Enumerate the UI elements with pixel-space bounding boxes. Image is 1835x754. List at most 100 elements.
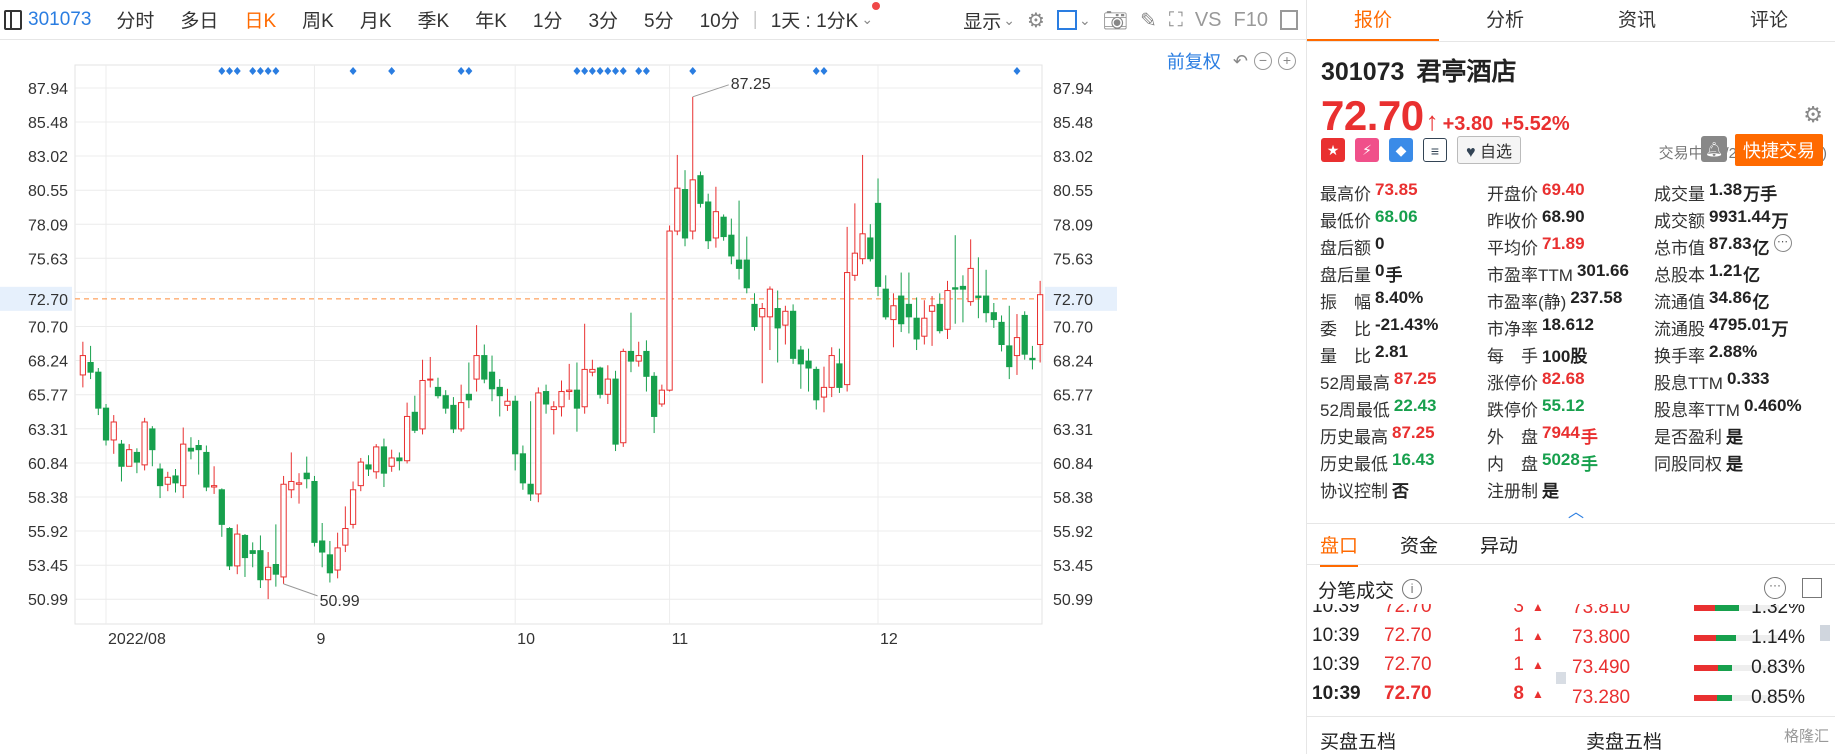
tab-yearly-k[interactable]: 年K — [475, 11, 507, 32]
tab-monthly-k[interactable]: 月K — [359, 11, 392, 32]
stat-value: 2.81 — [1375, 342, 1409, 361]
period-dropdown[interactable]: 1天 : 1分K — [770, 11, 859, 32]
settings-gear-icon[interactable]: ⚙ — [1027, 9, 1045, 32]
kline-chart-area: 301073 分时 多日 日K 周K 月K 季K 年K 1分 3分 5分 10分… — [0, 2, 1306, 754]
forward-adjust-dropdown[interactable]: 前复权 — [1166, 52, 1221, 72]
more-icon[interactable]: ⋯ — [1773, 234, 1792, 252]
tab-weekly-k[interactable]: 周K — [302, 11, 334, 32]
pencil-icon[interactable]: ✎ — [1140, 9, 1157, 32]
zoom-out-icon[interactable]: − — [1254, 52, 1272, 70]
stock-code-tab[interactable]: 301073 — [28, 8, 92, 30]
notes-icon[interactable]: ≡ — [1423, 138, 1447, 162]
tab-intraday[interactable]: 分时 — [116, 11, 155, 32]
tab-news[interactable]: 资讯 — [1617, 10, 1656, 31]
candle-up — [766, 288, 774, 318]
chevron-up-icon[interactable]: ︿ — [1568, 504, 1585, 521]
bell-icon[interactable]: 🔔︎ — [1701, 136, 1727, 162]
candle-down — [465, 393, 472, 401]
tab-multi-day[interactable]: 多日 — [180, 11, 219, 32]
fullscreen-icon[interactable]: ⛶ — [1168, 8, 1183, 31]
tab-1min[interactable]: 1分 — [532, 11, 563, 32]
info-icon[interactable]: i — [1402, 579, 1423, 599]
trade-volume: 1 — [1513, 653, 1524, 675]
display-dropdown[interactable]: 显示 — [963, 11, 1002, 33]
y-tick-label-left: 78.09 — [28, 217, 68, 234]
event-marker-icon — [612, 67, 620, 75]
trade-time: 10:39 — [1312, 682, 1361, 704]
tab-quarterly-k[interactable]: 季K — [417, 11, 450, 32]
depth-header: 买盘五档 卖盘五档 格隆汇 — [1306, 716, 1835, 754]
compare-vs-button[interactable]: VS — [1194, 8, 1222, 31]
ask-five-label: 卖盘五档 — [1586, 732, 1663, 753]
tab-10min[interactable]: 10分 — [699, 11, 740, 32]
candle-down — [95, 371, 102, 409]
stat-cell: 委 比 -21.43% — [1320, 315, 1487, 342]
quick-trade-button[interactable]: 快捷交易 — [1735, 134, 1823, 166]
candle-up — [566, 389, 573, 393]
tab-capital[interactable]: 资金 — [1400, 535, 1439, 557]
candle-down — [156, 468, 164, 487]
stock-icon-row: ★ ⚡ ◆ ≡ ♥ 自选 — [1321, 136, 1521, 164]
candle-down — [789, 310, 797, 359]
y-tick-label-left: 53.45 — [28, 558, 68, 575]
stat-label: 量 比 — [1320, 347, 1371, 366]
panel-toggle-icon[interactable] — [1280, 10, 1298, 30]
candle-down — [627, 350, 635, 362]
tab-unusual[interactable]: 异动 — [1480, 535, 1519, 557]
stat-row: 盘后额 0 平均价 71.89 总市值 87.83 亿 ⋯ — [1320, 234, 1835, 261]
zoom-in-icon[interactable]: + — [1278, 52, 1296, 70]
tag-icon[interactable]: ◆ — [1389, 138, 1413, 162]
y-tick-label-right: 58.38 — [1053, 490, 1093, 507]
plot-frame — [74, 64, 1043, 625]
candle-down — [651, 375, 658, 417]
add-watchlist-button[interactable]: ♥ 自选 — [1457, 136, 1521, 164]
candle-up — [295, 482, 303, 485]
tab-analysis[interactable]: 分析 — [1485, 10, 1524, 31]
event-marker-icon — [812, 67, 820, 75]
tab-3min[interactable]: 3分 — [588, 11, 619, 32]
event-marker-icon — [820, 67, 828, 75]
level-price: 73.810 — [1572, 604, 1631, 618]
trade-time: 10:39 — [1312, 624, 1360, 646]
tab-5min[interactable]: 5分 — [644, 11, 674, 32]
candle-down — [813, 368, 820, 401]
y-tick-label-left: 63.31 — [28, 422, 68, 439]
stat-cell: 盘后额 0 — [1320, 234, 1487, 261]
camera-icon[interactable]: 📷︎ — [1102, 9, 1129, 32]
more-options-icon[interactable]: ··· — [1764, 577, 1786, 599]
settings-gear-icon[interactable]: ⚙ — [1803, 102, 1823, 127]
menu-icon[interactable] — [4, 9, 22, 30]
stat-row: 历史最低 16.43 内 盘 5028 手同股同权是 — [1320, 450, 1835, 477]
kline-svg[interactable]: 87.94 87.94 85.48 85.48 83.02 83.02 80.55 80.55… — [0, 40, 1306, 754]
current-price-label-left: 72.70 — [28, 292, 68, 309]
stat-label: 历史最高 — [1320, 428, 1388, 447]
scrollbar[interactable] — [1820, 625, 1830, 641]
max-annotation-line — [692, 84, 729, 98]
candle-down — [805, 360, 812, 369]
stat-cell: 流通股 4795.01 万 — [1654, 315, 1835, 342]
undo-icon[interactable]: ↶ — [1232, 50, 1248, 71]
tab-comments[interactable]: 评论 — [1749, 10, 1788, 31]
stat-row: 委 比 -21.43% 市净率 18.612 流通股 4795.01 万 — [1320, 315, 1835, 342]
candle-up — [126, 449, 133, 467]
stat-label: 盘后额 — [1320, 239, 1371, 258]
tab-quote[interactable]: 报价 — [1307, 0, 1439, 41]
grid-icon[interactable] — [1802, 578, 1822, 598]
bar-green-segment — [1718, 665, 1732, 671]
stat-unit: 手 — [1385, 266, 1403, 285]
checkbox-icon[interactable] — [1056, 10, 1077, 30]
candle-down — [319, 540, 326, 553]
tab-daily-k[interactable]: 日K — [244, 11, 277, 32]
stat-value: 73.85 — [1375, 180, 1418, 199]
candle-up — [851, 252, 858, 276]
stat-cell: 总股本 1.21 亿 — [1654, 261, 1835, 288]
chevron-down-icon[interactable]: ⌄ — [1003, 11, 1016, 28]
candle-up — [921, 317, 928, 337]
stat-value: 34.86 — [1709, 288, 1752, 307]
f10-button[interactable]: F10 — [1233, 8, 1268, 31]
tab-orderbook[interactable]: 盘口 — [1320, 531, 1359, 567]
chevron-down-icon[interactable]: ⌄ — [861, 11, 874, 27]
runner-icon[interactable]: ⚡ — [1355, 138, 1379, 162]
stat-cell: 开盘价 69.40 — [1487, 180, 1654, 207]
chevron-down-icon[interactable]: ⌄ — [1078, 11, 1091, 28]
